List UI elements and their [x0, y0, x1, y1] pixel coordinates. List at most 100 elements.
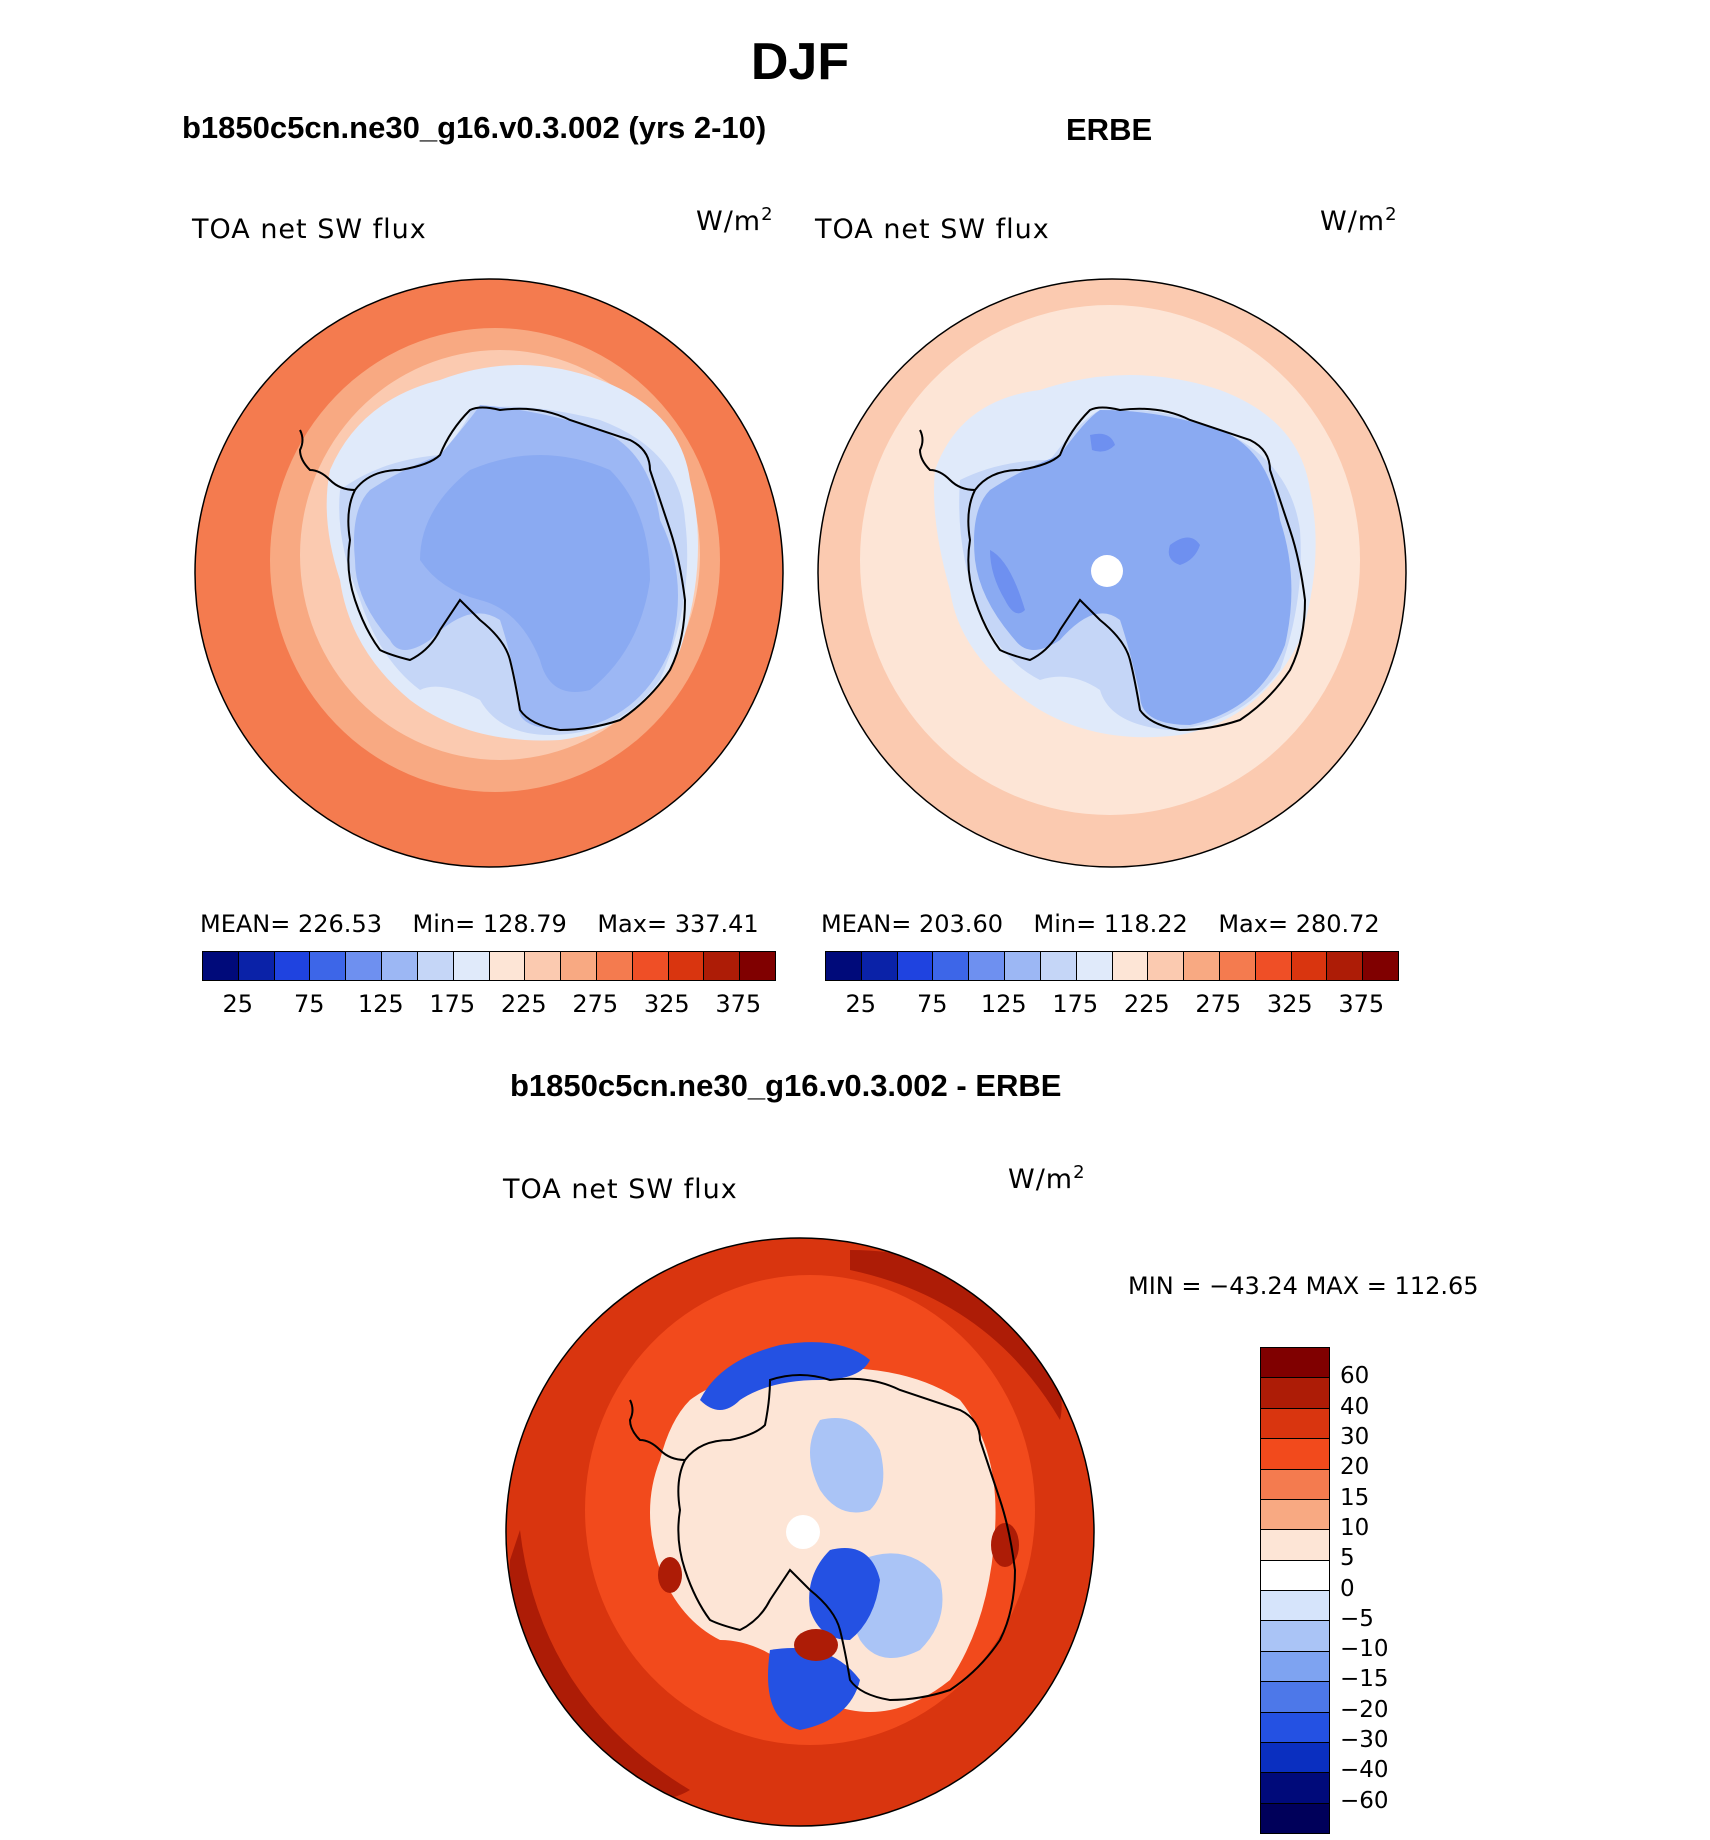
colorbar-cell — [525, 952, 562, 980]
mean-value: 203.60 — [919, 910, 1003, 938]
colorbar-cell — [1363, 952, 1398, 980]
colorbar-tick-label: 25 — [845, 990, 877, 1018]
colorbar-tick-label: 60 — [1340, 1363, 1370, 1390]
colorbar-tick-label: 175 — [429, 990, 476, 1018]
colorbar-diff — [1260, 1347, 1330, 1834]
colorbar-tick-label: 125 — [980, 990, 1027, 1018]
colorbar-cell — [826, 952, 862, 980]
map-obs-pole-hole — [1091, 555, 1123, 587]
colorbar-cell — [1261, 1408, 1329, 1440]
colorbar-cell — [897, 952, 934, 980]
map-diff-coastline — [677, 1374, 1017, 1702]
map-obs-ice-dark-3 — [1090, 433, 1115, 452]
colorbar-tick-label: 15 — [1340, 1484, 1370, 1511]
colorbar-obs — [825, 951, 1399, 981]
map-diff-neg-3 — [768, 1648, 860, 1730]
colorbar-tick-label: 10 — [1340, 1514, 1370, 1541]
colorbar-tick-label: 0 — [1340, 1575, 1355, 1602]
stats-obs: MEAN= 203.60 Min= 118.22 Max= 280.72 — [821, 910, 1380, 938]
colorbar-cell — [740, 952, 775, 980]
colorbar-cell — [704, 952, 741, 980]
panel-diff-title: b1850c5cn.ne30_g16.v0.3.002 - ERBE — [510, 1068, 1062, 1103]
colorbar-tick-label: 20 — [1340, 1454, 1370, 1481]
colorbar-tick-label: 40 — [1340, 1393, 1370, 1420]
map-obs-ice-dark-1 — [1168, 537, 1200, 565]
variable-label-model: TOA net SW flux — [192, 214, 427, 245]
colorbar-tick-label: −20 — [1340, 1696, 1389, 1723]
colorbar-cell — [382, 952, 418, 980]
unit-label-obs: W/m2 — [1320, 204, 1398, 237]
colorbar-cell — [561, 952, 597, 980]
colorbar-cell — [489, 952, 526, 980]
map-obs-ice-dark-2 — [990, 550, 1025, 614]
min-value: 118.22 — [1103, 910, 1188, 938]
colorbar-cell — [1327, 952, 1364, 980]
figure-title: DJF — [750, 33, 850, 91]
colorbar-tick-label: 275 — [1195, 990, 1242, 1018]
colorbar-tick-label: 325 — [1266, 990, 1313, 1018]
colorbar-cell — [1184, 952, 1220, 980]
colorbar-tick-label: 30 — [1340, 1423, 1370, 1450]
colorbar-tick-label: −5 — [1340, 1605, 1374, 1632]
max-label: Max= — [1218, 910, 1289, 938]
colorbar-tick-label: −40 — [1340, 1757, 1389, 1784]
colorbar-tick-label: 175 — [1052, 990, 1099, 1018]
colorbar-cell — [1261, 1560, 1329, 1591]
map-obs-peninsula — [918, 429, 976, 491]
colorbar-obs-ticks: 25 75 125 175 225 275 325 375 — [825, 990, 1397, 1020]
min-label: MIN = — [1128, 1272, 1202, 1300]
colorbar-cell — [1261, 1773, 1329, 1804]
colorbar-cell — [1261, 1469, 1329, 1500]
stats-diff: MIN = −43.24 MAX = 112.65 — [1128, 1272, 1479, 1300]
colorbar-cell — [1261, 1651, 1329, 1683]
colorbar-diff-ticks: 60 40 30 20 15 10 5 0 −5 −10 −15 −20 −30 −40 −60 — [1340, 1347, 1430, 1832]
colorbar-cell — [1261, 1682, 1329, 1713]
colorbar-cell — [1261, 1348, 1329, 1379]
colorbar-model — [202, 951, 776, 981]
colorbar-cell — [933, 952, 970, 980]
colorbar-tick-label: 75 — [916, 990, 948, 1018]
map-obs-ice-sheet — [974, 410, 1292, 725]
colorbar-tick-label: 325 — [643, 990, 690, 1018]
colorbar-cell — [1005, 952, 1041, 980]
colorbar-tick-label: 375 — [715, 990, 762, 1018]
map-obs-border — [817, 278, 1407, 868]
colorbar-cell — [1261, 1621, 1329, 1652]
max-label: Max= — [597, 910, 668, 938]
colorbar-cell — [203, 952, 239, 980]
colorbar-cell — [1291, 952, 1328, 980]
colorbar-cell — [238, 952, 275, 980]
colorbar-tick-label: 125 — [357, 990, 404, 1018]
map-diff-peninsula — [628, 1399, 686, 1461]
colorbar-tick-label: −15 — [1340, 1666, 1389, 1693]
colorbar-cell — [1261, 1712, 1329, 1743]
panel-model-title: b1850c5cn.ne30_g16.v0.3.002 (yrs 2-10) — [182, 110, 767, 145]
colorbar-tick-label: 275 — [572, 990, 619, 1018]
mean-label: MEAN= — [200, 910, 291, 938]
map-diff-pos-peak-3 — [991, 1523, 1019, 1567]
colorbar-tick-label: 225 — [1123, 990, 1170, 1018]
colorbar-cell — [1112, 952, 1149, 980]
colorbar-tick-label: −30 — [1340, 1727, 1389, 1754]
variable-label-obs: TOA net SW flux — [815, 214, 1050, 245]
colorbar-cell — [346, 952, 383, 980]
map-model-peninsula — [298, 429, 356, 491]
min-value: 128.79 — [482, 910, 567, 938]
colorbar-cell — [1219, 952, 1256, 980]
colorbar-cell — [1076, 952, 1113, 980]
map-diff-pos-peak-2 — [658, 1557, 682, 1593]
min-label: Min= — [412, 910, 476, 938]
max-value: 337.41 — [674, 910, 759, 938]
colorbar-cell — [596, 952, 633, 980]
colorbar-cell — [1261, 1530, 1329, 1561]
colorbar-cell — [1261, 1591, 1329, 1622]
min-label: Min= — [1033, 910, 1097, 938]
colorbar-cell — [1261, 1742, 1329, 1774]
mean-value: 226.53 — [298, 910, 382, 938]
colorbar-cell — [969, 952, 1006, 980]
map-model-ice-interior — [420, 455, 650, 692]
map-diff — [506, 1238, 1094, 1826]
panel-obs-title: ERBE — [1066, 112, 1153, 147]
max-value: 112.65 — [1394, 1272, 1479, 1300]
